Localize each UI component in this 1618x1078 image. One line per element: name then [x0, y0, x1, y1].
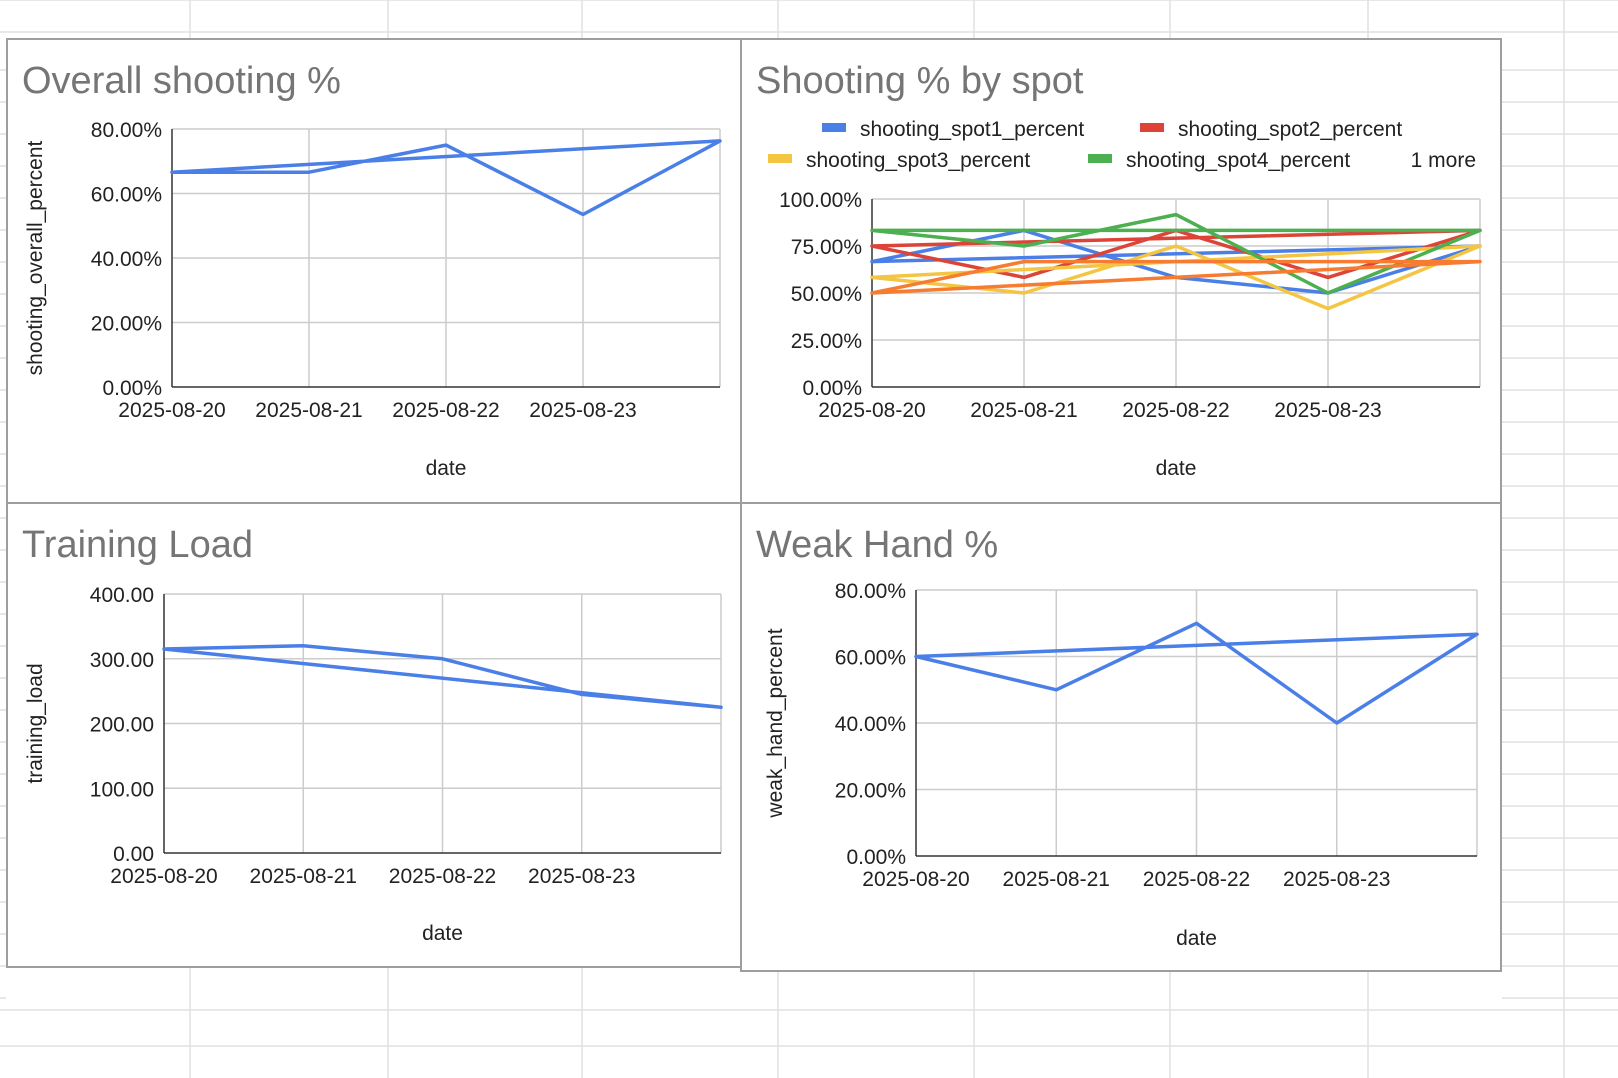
y-axis-title: shooting_overall_percent: [24, 141, 47, 376]
chart-plot: 0.00% 25.00% 50.00% 75.00% 100.00% 2025-08-20…: [768, 118, 1482, 480]
series-line-1: [170, 139, 722, 217]
legend-more: 1 more: [1411, 149, 1476, 172]
chart-plot: 0.00 100.00 200.00 300.00 400.00 2025-08-20 20…: [24, 584, 723, 945]
x-tick-label: 2025-08-20: [862, 868, 969, 891]
chart-title: Weak Hand %: [756, 524, 999, 566]
y-tick-label: 80.00%: [835, 580, 906, 603]
legend-label: shooting_spot3_percent: [806, 149, 1030, 172]
chart-training-load[interactable]: Training Load 0.00 100.00 200.00 300.00 400.…: [6, 502, 742, 968]
chart-title: Training Load: [22, 524, 253, 566]
x-tick-label: 2025-08-23: [528, 865, 635, 888]
y-tick-label: 40.00%: [835, 713, 906, 736]
series-line-1: [162, 644, 723, 710]
y-tick-label: 60.00%: [835, 647, 906, 670]
y-tick-label: 25.00%: [791, 330, 862, 353]
x-tick-label: 2025-08-20: [118, 399, 225, 422]
chart-overall-shooting[interactable]: Overall shooting % 0.00% 20.00% 40.00% 60.0…: [6, 38, 742, 504]
legend-swatch: [1140, 123, 1164, 132]
y-tick-label: 0.00: [113, 843, 154, 866]
legend-label: shooting_spot1_percent: [860, 118, 1084, 141]
chart-title: Overall shooting %: [22, 60, 341, 102]
y-tick-label: 300.00: [90, 649, 154, 672]
series-line-1: [870, 228, 1482, 295]
series-line-1: [914, 621, 1479, 725]
chart-weak-hand[interactable]: Weak Hand % 0.00% 20.00% 40.00% 60.00% 80.00…: [740, 502, 1502, 972]
x-tick-label: 2025-08-20: [110, 865, 217, 888]
legend-swatch: [1088, 154, 1112, 163]
series-line-5: [870, 259, 1482, 295]
x-tick-label: 2025-08-20: [818, 399, 925, 422]
legend-label: shooting_spot2_percent: [1178, 118, 1402, 141]
x-tick-label: 2025-08-21: [250, 865, 357, 888]
y-tick-label: 100.00%: [779, 189, 862, 212]
x-tick-label: 2025-08-22: [392, 399, 499, 422]
y-tick-label: 200.00: [90, 714, 154, 737]
y-tick-label: 0.00%: [802, 377, 862, 400]
chart-title: Shooting % by spot: [756, 60, 1084, 102]
x-tick-label: 2025-08-23: [1283, 868, 1390, 891]
x-tick-label: 2025-08-22: [389, 865, 496, 888]
x-axis-title: date: [1156, 457, 1197, 480]
series-line-3: [870, 244, 1482, 311]
x-tick-label: 2025-08-22: [1122, 399, 1229, 422]
series-line-4: [870, 212, 1482, 295]
y-tick-label: 60.00%: [91, 184, 162, 207]
y-tick-label: 20.00%: [91, 313, 162, 336]
y-tick-label: 20.00%: [835, 780, 906, 803]
y-tick-label: 80.00%: [91, 119, 162, 142]
x-axis-title: date: [426, 457, 467, 480]
y-tick-label: 50.00%: [791, 283, 862, 306]
y-tick-label: 400.00: [90, 584, 154, 607]
x-tick-label: 2025-08-23: [1274, 399, 1381, 422]
x-tick-label: 2025-08-23: [529, 399, 636, 422]
x-axis-title: date: [1176, 927, 1217, 950]
y-axis-title: weak_hand_percent: [764, 628, 787, 818]
chart-plot: 0.00% 20.00% 40.00% 60.00% 80.00% 2025-08-20 2…: [24, 119, 722, 480]
y-tick-label: 75.00%: [791, 236, 862, 259]
legend-swatch: [768, 154, 792, 163]
y-tick-label: 40.00%: [91, 248, 162, 271]
x-tick-label: 2025-08-22: [1143, 868, 1250, 891]
y-tick-label: 0.00%: [846, 846, 906, 869]
y-tick-label: 100.00: [90, 778, 154, 801]
y-tick-label: 0.00%: [102, 377, 162, 400]
x-tick-label: 2025-08-21: [970, 399, 1077, 422]
x-tick-label: 2025-08-21: [255, 399, 362, 422]
chart-plot: 0.00% 20.00% 40.00% 60.00% 80.00% 2025-08-20 2…: [764, 580, 1479, 950]
legend-swatch: [822, 123, 846, 132]
legend-label: shooting_spot4_percent: [1126, 149, 1350, 172]
y-axis-title: training_load: [24, 663, 47, 783]
chart-shooting-by-spot[interactable]: Shooting % by spot 0.00% 25.00% 50.00% 75.0…: [740, 38, 1502, 504]
x-axis-title: date: [422, 922, 463, 945]
x-tick-label: 2025-08-21: [1003, 868, 1110, 891]
